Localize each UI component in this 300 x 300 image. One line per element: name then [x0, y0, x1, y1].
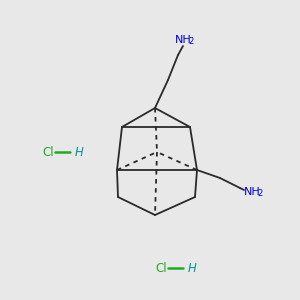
Text: Cl: Cl [42, 146, 54, 158]
Text: 2: 2 [188, 38, 194, 46]
Text: H: H [75, 146, 84, 158]
Text: H: H [188, 262, 197, 275]
Text: NH: NH [175, 35, 191, 45]
Text: Cl: Cl [155, 262, 166, 275]
Text: NH: NH [244, 187, 260, 197]
Text: 2: 2 [257, 190, 262, 199]
